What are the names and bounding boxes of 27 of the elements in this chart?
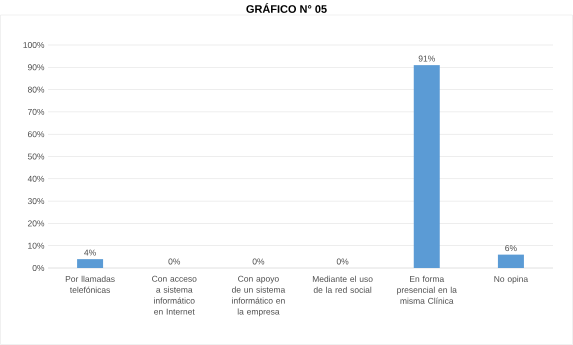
y-tick-label: 10% (28, 242, 44, 249)
bar (414, 65, 440, 268)
x-tick-label: No opina (494, 276, 528, 284)
x-tick-label: Por llamadas telefónicas (66, 276, 115, 293)
y-tick-label: 60% (28, 131, 44, 138)
y-tick-label: 40% (28, 176, 44, 182)
bar (498, 254, 524, 268)
bar (77, 259, 104, 268)
y-tick-label: 50% (28, 154, 44, 160)
data-label: 0% (168, 258, 180, 264)
y-tick-label: 0% (32, 265, 44, 271)
y-tick-label: 70% (28, 108, 44, 115)
data-label: 4% (84, 250, 96, 256)
data-label: 6% (505, 245, 517, 252)
chart-title: GRÁFICO N° 05 (246, 3, 327, 13)
y-tick-label: 90% (28, 64, 44, 70)
data-label: 0% (336, 258, 348, 264)
x-tick-label: Con acceso a sistema informático en Internet (152, 276, 196, 315)
y-tick-label: 100% (23, 42, 44, 48)
x-tick-label: En forma presencial en la misma Clínica (397, 276, 457, 304)
data-label: 91% (418, 56, 435, 62)
x-tick-label: Con apoyo de un sistema informático en la empresa (232, 276, 286, 316)
x-tick-label: Mediante el uso de la red social (312, 276, 373, 293)
data-label: 0% (252, 258, 264, 264)
y-tick-label: 20% (28, 220, 44, 226)
y-tick-label: 80% (28, 86, 44, 93)
y-tick-label: 30% (28, 198, 44, 204)
